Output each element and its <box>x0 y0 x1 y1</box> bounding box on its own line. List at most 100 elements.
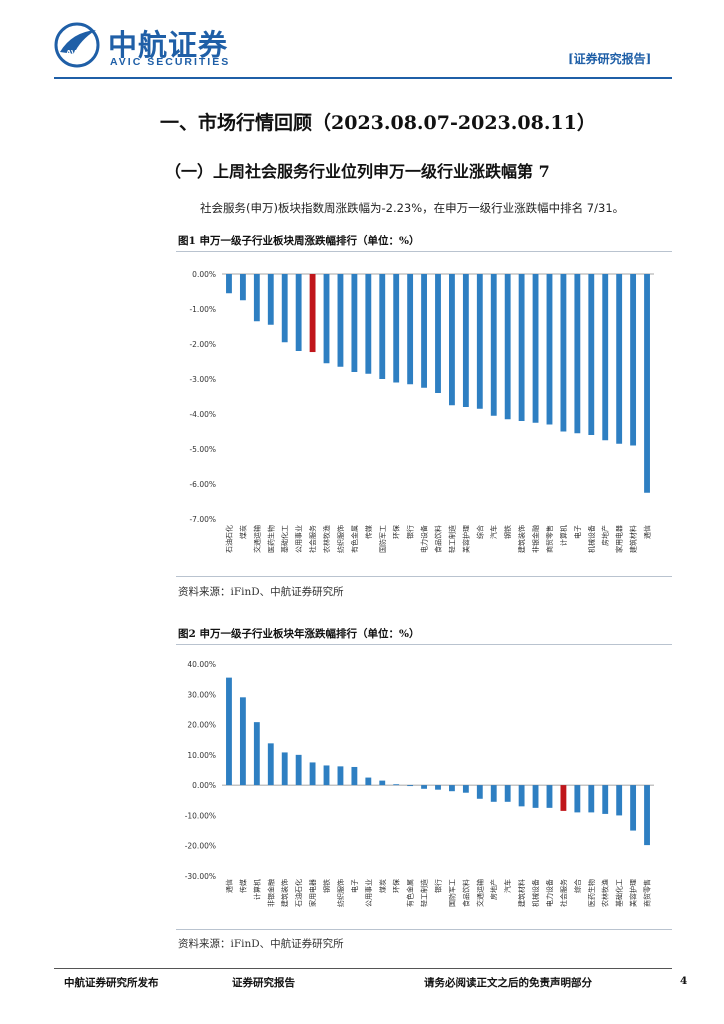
x-category-label: 环保 <box>392 525 401 539</box>
y-tick-label: -2.00% <box>189 340 216 349</box>
bar <box>281 752 288 786</box>
x-category-label: 房地产 <box>489 879 498 900</box>
body-paragraph: 社会服务(申万)板块指数周涨跌幅为-2.23%，在申万一级行业涨跌幅中排名 7/… <box>200 201 625 215</box>
x-category-label: 石油石化 <box>294 879 303 907</box>
bar <box>449 785 455 792</box>
x-category-label: 建筑装饰 <box>280 879 289 907</box>
x-category-label: 商贸零售 <box>643 879 652 907</box>
x-category-label: 轻工制造 <box>447 525 456 553</box>
x-category-label: 银行 <box>406 525 415 539</box>
bar <box>435 274 441 393</box>
x-category-label: 建筑材料 <box>517 879 526 907</box>
y-tick-label: -5.00% <box>189 445 216 454</box>
x-category-label: 家用电器 <box>615 525 624 553</box>
bar <box>644 785 650 846</box>
bar <box>253 274 260 322</box>
bar <box>518 274 525 421</box>
bar <box>267 274 274 325</box>
x-category-label: 银行 <box>434 879 443 893</box>
bar <box>337 274 344 367</box>
x-category-label: 国防军工 <box>447 879 456 907</box>
x-category-label: 通信 <box>643 525 652 539</box>
x-category-label: 电子 <box>573 525 582 539</box>
bar <box>560 274 567 432</box>
x-category-label: 食品饮料 <box>434 525 443 553</box>
bar <box>588 785 595 813</box>
bar <box>309 762 316 786</box>
bar <box>239 274 246 301</box>
x-category-label: 商贸零售 <box>545 525 554 553</box>
y-tick-label: -1.00% <box>189 305 216 314</box>
bar <box>295 274 302 351</box>
bar <box>574 785 581 813</box>
bar <box>588 274 595 435</box>
x-category-label: 房地产 <box>601 525 610 546</box>
page-number: 4 <box>680 975 688 987</box>
x-category-label: 计算机 <box>559 525 568 546</box>
bar <box>407 274 414 385</box>
bar <box>490 785 497 802</box>
x-category-label: 传媒 <box>238 879 247 893</box>
x-category-label: 交通运输 <box>252 525 261 553</box>
x-category-label: 钢铁 <box>322 879 331 893</box>
bar <box>323 274 330 364</box>
figure1-frame: 0.00% -1.00% -2.00% -3.00% -4.00% -5.00% -6.00… <box>176 251 672 577</box>
x-category-label: 国防军工 <box>378 525 387 553</box>
figure2-title: 图2 申万一级子行业板块年涨跌幅排行（单位：%） <box>178 628 420 640</box>
x-category-label: 基础化工 <box>615 879 624 907</box>
x-category-label: 公用事业 <box>294 525 303 553</box>
bar <box>226 677 232 786</box>
bar <box>532 785 539 808</box>
y-tick-label: 0.00% <box>192 781 216 790</box>
bar <box>490 274 497 416</box>
x-category-label: 非银金融 <box>266 879 275 907</box>
x-category-label: 电力设备 <box>420 525 429 553</box>
bar <box>323 765 330 786</box>
bar <box>393 274 400 383</box>
x-category-label: 农林牧渔 <box>601 879 610 907</box>
bar <box>449 274 455 406</box>
bar <box>407 785 414 787</box>
x-category-label: 煤炭 <box>378 879 387 893</box>
y-tick-label: 20.00% <box>187 721 216 730</box>
bar <box>504 274 511 420</box>
bar <box>365 777 372 786</box>
x-category-label: 建筑装饰 <box>517 525 526 553</box>
x-category-label: 农林牧渔 <box>322 525 331 553</box>
x-category-label: 家用电器 <box>308 879 317 907</box>
x-category-label: 钢铁 <box>503 525 512 539</box>
logo-text: AVIC <box>66 49 84 57</box>
bar <box>462 274 469 407</box>
figure1-title: 图1 申万一级子行业板块周涨跌幅排行（单位：%） <box>178 235 420 247</box>
header-divider <box>54 77 672 79</box>
footer-report-type: 证券研究报告 <box>232 977 295 989</box>
x-category-label: 机械设备 <box>531 879 540 907</box>
x-category-label: 石油石化 <box>224 525 233 553</box>
bar <box>281 274 288 343</box>
bar <box>226 274 232 294</box>
bar <box>435 785 441 790</box>
bar <box>644 274 650 493</box>
x-category-label: 纺织服饰 <box>336 525 345 553</box>
bar <box>239 697 246 786</box>
report-tag: [证券研究报告] <box>568 52 652 66</box>
x-category-label: 煤炭 <box>238 525 247 539</box>
weekly-change-bar-chart: 0.00% -1.00% -2.00% -3.00% -4.00% -5.00% -6.00… <box>189 270 654 553</box>
x-category-label: 电力设备 <box>545 879 554 907</box>
x-category-label: 汽车 <box>503 879 512 893</box>
x-category-label: 轻工制造 <box>420 879 429 907</box>
footer-publisher: 中航证券研究所发布 <box>64 977 159 989</box>
bar <box>421 785 427 789</box>
bar <box>351 766 358 786</box>
bar <box>337 766 344 786</box>
figure2-source: 资料来源：iFinD、中航证券研究所 <box>178 938 344 950</box>
x-category-label: 环保 <box>392 879 401 893</box>
bar <box>602 785 609 814</box>
x-category-label: 传媒 <box>364 525 373 539</box>
bar <box>351 274 358 372</box>
bar <box>295 754 302 786</box>
x-category-label: 计算机 <box>252 879 261 900</box>
brand-name-en: AVIC SECURITIES <box>110 56 231 68</box>
y-tick-label: -10.00% <box>185 811 216 820</box>
bar <box>546 785 553 808</box>
